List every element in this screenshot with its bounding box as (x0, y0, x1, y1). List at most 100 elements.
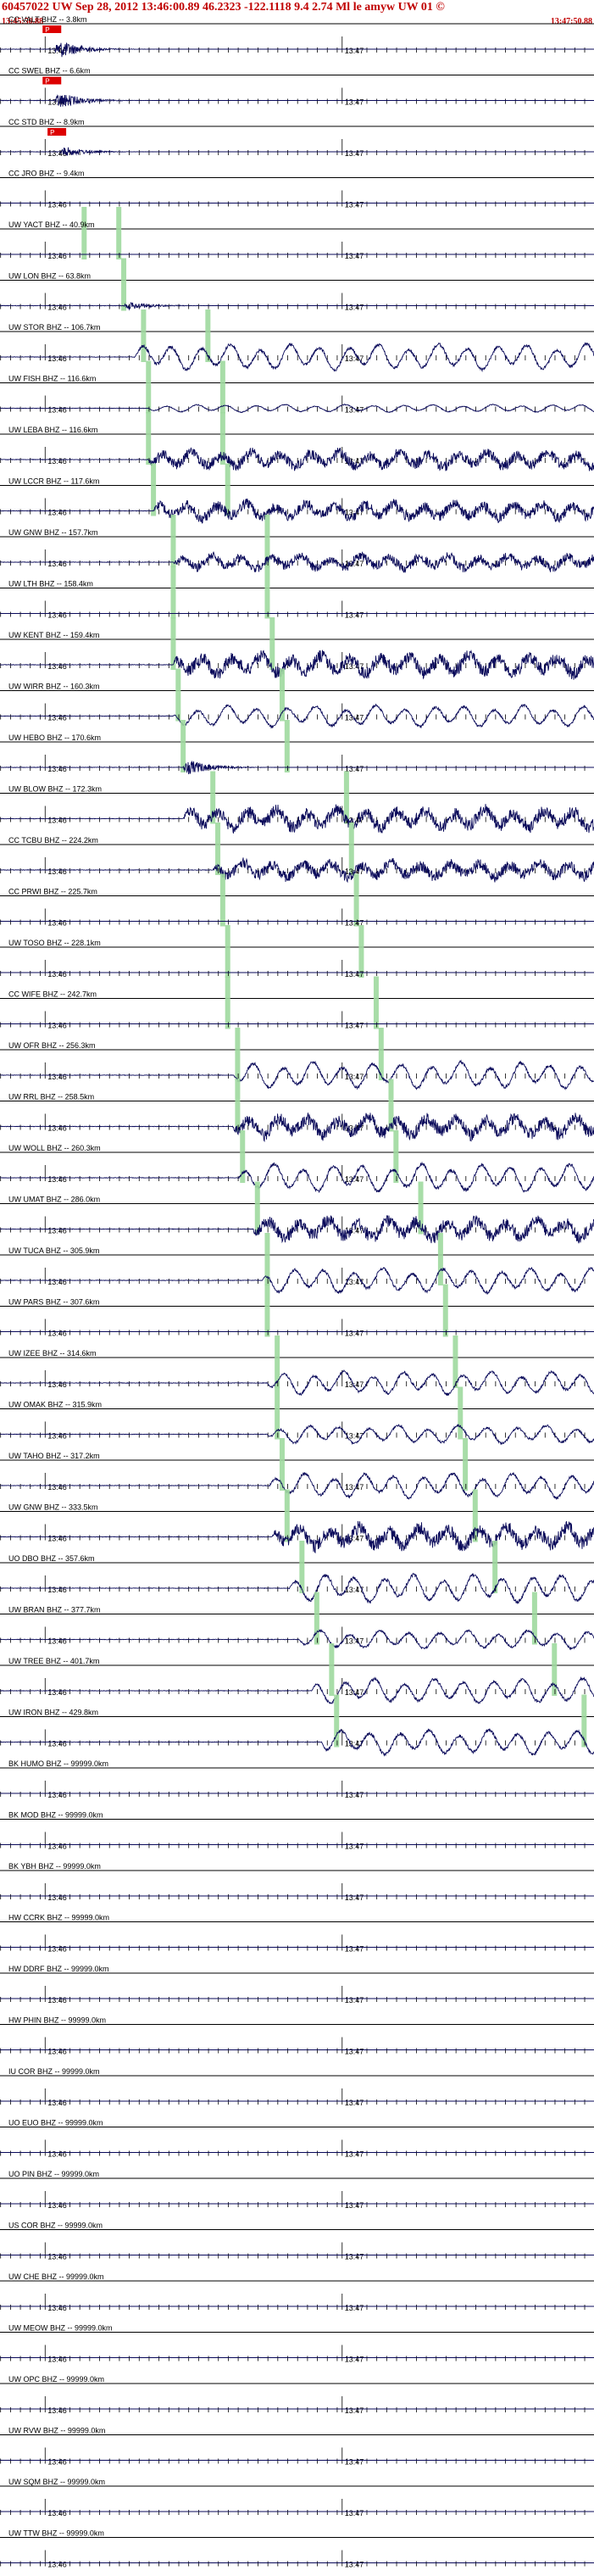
pick-band (358, 925, 364, 978)
waveform-trace (0, 1059, 594, 1090)
station-label: UW LCCR BHZ -- 117.6km (8, 477, 99, 486)
minute-label: 13:47 (345, 1945, 364, 1954)
station-label: UW IZEE BHZ -- 314.6km (8, 1349, 97, 1358)
pick-marker (47, 128, 67, 136)
minute-label: 13:47 (345, 457, 364, 466)
pick-band (219, 412, 225, 465)
station-label: UW MEOW BHZ -- 99999.0km (8, 2324, 113, 2333)
minute-label: 13:46 (47, 2048, 67, 2056)
station-label: UW OPC BHZ -- 99999.0km (8, 2375, 104, 2384)
minute-label: 13:46 (47, 2509, 67, 2517)
minute-label: 13:47 (345, 1483, 364, 1492)
minute-label: 13:46 (47, 304, 67, 312)
minute-label: 13:46 (47, 1330, 67, 1338)
waveform-trace (0, 804, 594, 834)
minute-label: 13:46 (47, 560, 67, 568)
waveform-trace (0, 1520, 594, 1554)
minute-label: 13:46 (47, 1791, 67, 1799)
pick-band (393, 1130, 399, 1183)
waveform-trace (0, 857, 594, 884)
minute-label: 13:47 (345, 970, 364, 979)
waveform-trace (0, 1369, 594, 1397)
station-label: UO PIN BHZ -- 99999.0km (8, 2170, 99, 2178)
minute-label: 13:46 (47, 1843, 67, 1851)
waveform-trace (0, 1471, 594, 1501)
minute-label: 13:47 (345, 662, 364, 671)
station-label: UW BLOW BHZ -- 172.3km (8, 785, 102, 794)
minute-label: 13:47 (345, 2561, 364, 2569)
minute-label: 13:46 (47, 2458, 67, 2467)
minute-label: 13:46 (47, 1227, 67, 1235)
minute-label: 13:47 (345, 919, 364, 928)
station-label: CC WIFE BHZ -- 242.7km (8, 990, 97, 999)
station-label: UW GNW BHZ -- 333.5km (8, 1503, 98, 1512)
minute-label: 13:47 (345, 1637, 364, 1646)
minute-label: 13:47 (345, 1175, 364, 1184)
minute-label: 13:46 (47, 149, 67, 158)
station-label: CC TCBU BHZ -- 224.2km (8, 836, 98, 845)
minute-label: 13:47 (345, 2509, 364, 2517)
waveform-trace (0, 703, 594, 729)
station-label: BK HUMO BHZ -- 99999.0km (8, 1759, 108, 1768)
minute-label: 13:47 (345, 765, 364, 773)
station-label: BK YBH BHZ -- 99999.0km (8, 1862, 101, 1871)
waveform-trace (0, 1676, 594, 1704)
minute-label: 13:47 (345, 1586, 364, 1594)
station-label: UW UMAT BHZ -- 286.0km (8, 1196, 100, 1204)
event-title: 60457022 UW Sep 28, 2012 13:46:00.89 46.… (2, 1, 445, 14)
minute-label: 13:46 (47, 970, 67, 979)
minute-label: 13:47 (345, 304, 364, 312)
station-label: UW TREE BHZ -- 401.7km (8, 1657, 99, 1665)
station-label: UW STOR BHZ -- 106.7km (8, 323, 100, 332)
minute-label: 13:47 (345, 47, 364, 55)
pick-band (235, 1028, 241, 1080)
station-label: HW PHIN BHZ -- 99999.0km (8, 2016, 106, 2025)
pick-band (329, 1643, 335, 1696)
waveform-trace (0, 649, 594, 680)
waveform-trace (0, 94, 594, 107)
minute-label: 13:46 (47, 1637, 67, 1646)
pick-band (279, 668, 285, 722)
minute-label: 13:46 (47, 2561, 67, 2569)
station-label: UW KENT BHZ -- 159.4km (8, 631, 99, 639)
station-label: CC VALT BHZ -- 3.8km (8, 15, 87, 24)
pick-marker-label: P (45, 26, 49, 34)
pick-marker-label: P (50, 129, 54, 137)
pick-band (210, 771, 216, 824)
start-time-label: 13:45:50.88 (2, 17, 44, 26)
pick-band (581, 1694, 587, 1748)
minute-label: 13:47 (345, 1073, 364, 1081)
minute-label: 13:46 (47, 354, 67, 363)
minute-label: 13:47 (345, 2304, 364, 2312)
minute-label: 13:46 (47, 1022, 67, 1030)
pick-band (437, 1233, 443, 1285)
minute-label: 13:46 (47, 2201, 67, 2210)
station-label: IU COR BHZ -- 99999.0km (8, 2067, 100, 2076)
pick-band (314, 1592, 319, 1645)
waveform-trace (0, 1727, 594, 1757)
pick-marker (42, 25, 62, 33)
station-label: UW WOLL BHZ -- 260.3km (8, 1144, 101, 1152)
pick-band (269, 617, 275, 670)
station-label: BK MOD BHZ -- 99999.0km (8, 1811, 103, 1820)
minute-label: 13:47 (345, 406, 364, 415)
pick-band (146, 360, 152, 414)
end-time-label: 13:47:50.88 (550, 17, 592, 26)
pick-band (225, 463, 230, 516)
minute-label: 13:46 (47, 2099, 67, 2107)
minute-label: 13:46 (47, 2150, 67, 2159)
station-label: HW CCRK BHZ -- 99999.0km (8, 1914, 109, 1922)
station-label: CC JRO BHZ -- 9.4km (8, 170, 85, 178)
station-label: UO DBO BHZ -- 357.6km (8, 1554, 95, 1563)
pick-band (264, 1284, 270, 1337)
station-label: UW RRL BHZ -- 258.5km (8, 1093, 94, 1101)
waveform-trace (0, 1424, 594, 1446)
pick-band (299, 1541, 305, 1593)
minute-label: 13:47 (345, 1791, 364, 1799)
minute-label: 13:46 (47, 98, 67, 107)
pick-band (279, 1438, 285, 1491)
pick-band (170, 617, 176, 670)
pick-marker (42, 76, 62, 85)
pick-band (215, 822, 221, 875)
pick-band (264, 566, 270, 619)
